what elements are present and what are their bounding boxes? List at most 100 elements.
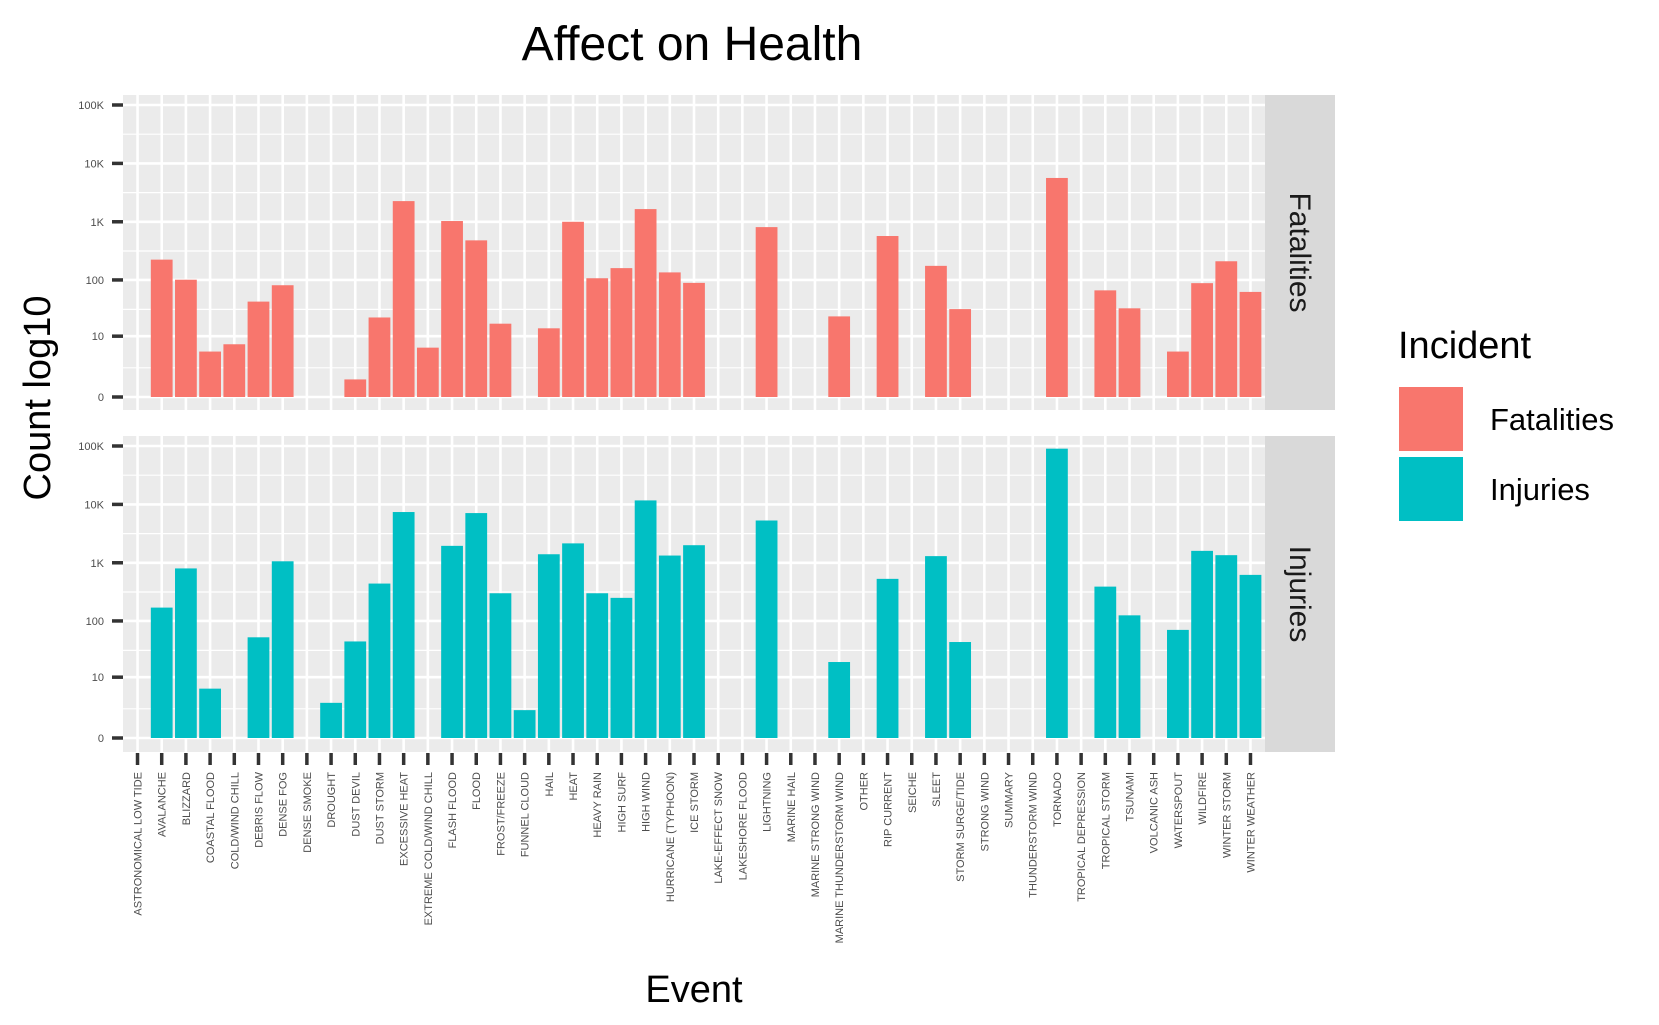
bar-fatalities-18	[562, 221, 584, 397]
bar-fatalities-20	[610, 268, 633, 397]
legend: Incident Fatalities Injuries	[1397, 325, 1614, 523]
bar-injuries-18	[562, 543, 584, 738]
y-axis-title: Count log10	[17, 296, 59, 501]
bar-fatalities-40	[1094, 290, 1117, 397]
bar-fatalities-41	[1118, 308, 1141, 397]
legend-title: Incident	[1398, 325, 1532, 367]
bar-fatalities-2	[175, 279, 197, 397]
legend-swatch-injuries	[1397, 455, 1465, 523]
bar-injuries-16	[513, 710, 536, 738]
bar-fatalities-17	[537, 328, 560, 397]
x-tick-label: WINTER WEATHER	[1245, 772, 1257, 873]
x-tick-label: WILDFIRE	[1197, 772, 1209, 825]
bar-injuries-34	[949, 642, 972, 738]
x-tick-label: DEBRIS FLOW	[253, 771, 265, 847]
y-tick-label: 100	[86, 616, 104, 628]
x-tick-label: MARINE STRONG WIND	[810, 772, 822, 897]
bar-fatalities-43	[1167, 351, 1189, 397]
y-tick-label: 100K	[78, 100, 104, 112]
x-axis-title: Event	[645, 969, 743, 1011]
strip-label-injuries: Injuries	[1283, 546, 1316, 643]
x-tick-label: FLOOD	[471, 772, 483, 810]
strip-fatalities	[1265, 95, 1335, 410]
x-tick-label: HEAT	[568, 772, 580, 801]
x-tick-label: LAKE-EFFECT SNOW	[713, 771, 725, 883]
legend-swatch-fatalities	[1397, 385, 1465, 453]
bar-fatalities-34	[949, 309, 972, 397]
bar-injuries-22	[658, 555, 681, 738]
panel-injuries: 0 10 100 1K 10K 100K Injuries	[78, 436, 1335, 752]
bar-fatalities-15	[489, 323, 512, 397]
y-tick-label: 100K	[78, 441, 104, 453]
bar-injuries-19	[586, 593, 609, 738]
x-tick-label: AVALANCHE	[157, 772, 169, 837]
bar-injuries-20	[610, 597, 633, 738]
x-tick-label: ICE STORM	[689, 772, 701, 833]
x-tick-label: DUST DEVIL	[350, 772, 362, 837]
x-tick-label: FUNNEL CLOUD	[520, 772, 532, 857]
x-tick-label: HEAVY RAIN	[592, 772, 604, 838]
bar-injuries-33	[925, 556, 947, 738]
bar-injuries-29	[828, 662, 851, 738]
x-tick-label: WATERSPOUT	[1173, 772, 1185, 849]
bar-injuries-13	[441, 545, 463, 738]
bar-fatalities-3	[199, 351, 221, 397]
bar-fatalities-9	[344, 379, 367, 397]
strip-injuries	[1265, 436, 1335, 752]
bar-fatalities-22	[658, 272, 681, 397]
y-tick-label: 0	[98, 733, 104, 745]
x-tick-label: SEICHE	[907, 772, 919, 813]
y-tick-label: 10	[92, 672, 104, 684]
x-tick-label: BLIZZARD	[181, 772, 193, 825]
bar-fatalities-13	[441, 221, 463, 397]
x-tick-label: WINTER STORM	[1221, 772, 1233, 858]
bar-fatalities-5	[247, 301, 270, 397]
x-tick-label: COASTAL FLOOD	[205, 772, 217, 863]
x-tick-label: HAIL	[544, 772, 556, 796]
y-tick-label: 1K	[91, 558, 105, 570]
y-tick-label: 0	[98, 392, 104, 404]
x-tick-label: SLEET	[931, 772, 943, 807]
bar-fatalities-31	[876, 236, 899, 397]
bar-injuries-31	[876, 578, 899, 738]
bar-fatalities-4	[223, 344, 246, 397]
bar-injuries-15	[489, 593, 512, 738]
x-tick-label: HURRICANE (TYPHOON)	[665, 772, 677, 902]
strip-label-fatalities: Fatalities	[1283, 192, 1316, 312]
y-tick-label: 10K	[84, 499, 104, 511]
bar-injuries-23	[683, 545, 705, 738]
bar-injuries-11	[392, 512, 415, 738]
x-tick-label: VOLCANIC ASH	[1149, 772, 1161, 853]
bar-fatalities-11	[392, 201, 415, 397]
bar-injuries-26	[755, 520, 778, 738]
x-tick-label: EXTREME COLD/WIND CHILL	[423, 772, 435, 925]
x-tick-label: STRONG WIND	[979, 772, 991, 851]
bar-injuries-5	[247, 637, 270, 738]
bar-fatalities-6	[271, 285, 294, 397]
legend-label-injuries: Injuries	[1490, 472, 1590, 507]
x-tick-label: TROPICAL DEPRESSION	[1076, 772, 1088, 902]
x-tick-label: LAKESHORE FLOOD	[737, 772, 749, 880]
bar-fatalities-45	[1215, 261, 1238, 397]
bar-injuries-6	[271, 561, 294, 738]
bar-injuries-43	[1167, 629, 1189, 738]
bar-injuries-1	[150, 607, 173, 738]
bar-fatalities-38	[1046, 177, 1068, 397]
bar-injuries-14	[465, 513, 488, 738]
bar-fatalities-26	[755, 227, 778, 397]
bar-injuries-3	[199, 688, 221, 738]
bar-fatalities-29	[828, 316, 851, 397]
bar-injuries-45	[1215, 555, 1238, 738]
bar-injuries-17	[537, 554, 560, 738]
x-tick-label: TSUNAMI	[1125, 772, 1137, 822]
x-tick-label: THUNDERSTORM WIND	[1028, 772, 1040, 898]
bar-injuries-46	[1239, 574, 1262, 738]
bar-fatalities-1	[150, 259, 173, 397]
y-tick-label: 10K	[84, 158, 104, 170]
y-tick-label: 100	[86, 275, 104, 287]
bar-fatalities-46	[1239, 291, 1262, 397]
x-tick-label: COLD/WIND CHILL	[229, 772, 241, 869]
x-tick-label: TORNADO	[1052, 772, 1064, 827]
bar-injuries-10	[368, 583, 391, 738]
bar-injuries-8	[320, 702, 342, 738]
